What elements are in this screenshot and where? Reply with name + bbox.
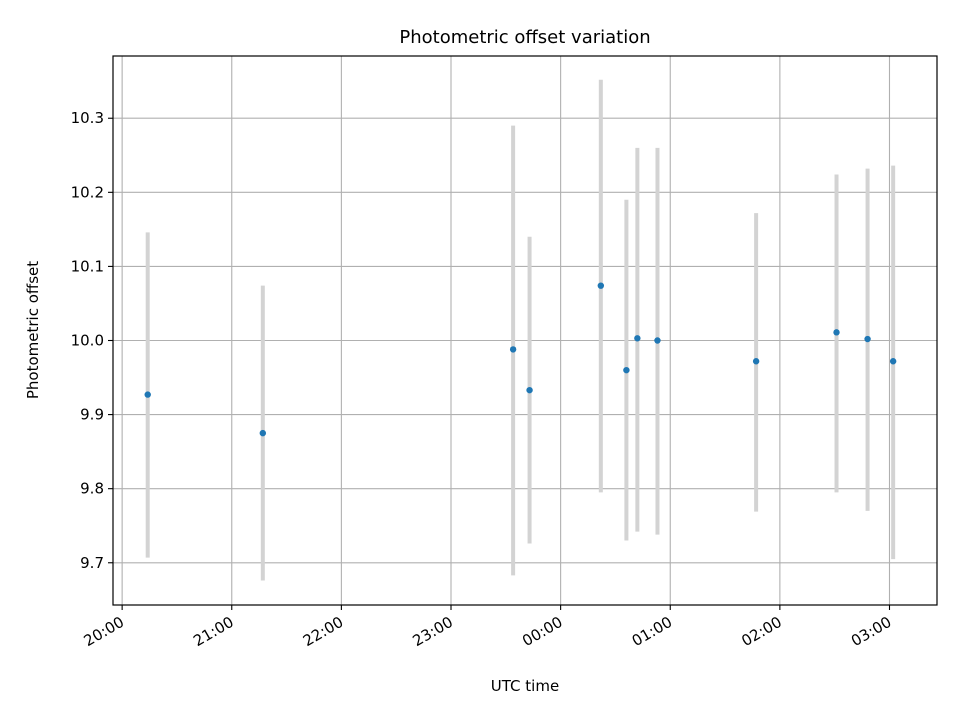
data-point — [144, 391, 151, 398]
data-point — [597, 282, 605, 289]
y-axis-label: Photometric offset — [24, 261, 42, 399]
data-point — [654, 337, 661, 344]
grid — [113, 56, 937, 605]
y-axis-ticks: 9.7 9.8 9.9 10.0 10.1 10.2 10.3 — [71, 109, 113, 572]
data-point — [833, 329, 840, 336]
y-tick-label: 10.2 — [71, 183, 104, 201]
data-point — [864, 335, 871, 343]
data-point — [259, 429, 267, 437]
data-points — [144, 282, 897, 437]
y-tick-label: 10.1 — [71, 257, 104, 275]
data-point — [526, 386, 533, 394]
x-axis-label: UTC time — [491, 677, 559, 695]
y-tick-label: 9.7 — [80, 554, 104, 572]
data-point — [634, 335, 641, 342]
y-tick-label: 10.0 — [71, 332, 104, 350]
data-point — [509, 346, 517, 353]
chart-title: Photometric offset variation — [399, 27, 650, 48]
plot-frame — [112, 55, 938, 606]
data-point — [752, 358, 760, 365]
data-point — [623, 366, 630, 374]
data-point — [889, 358, 897, 365]
y-tick-label: 9.9 — [80, 406, 104, 424]
y-tick-label: 9.8 — [80, 480, 104, 498]
y-tick-label: 10.3 — [71, 109, 104, 127]
